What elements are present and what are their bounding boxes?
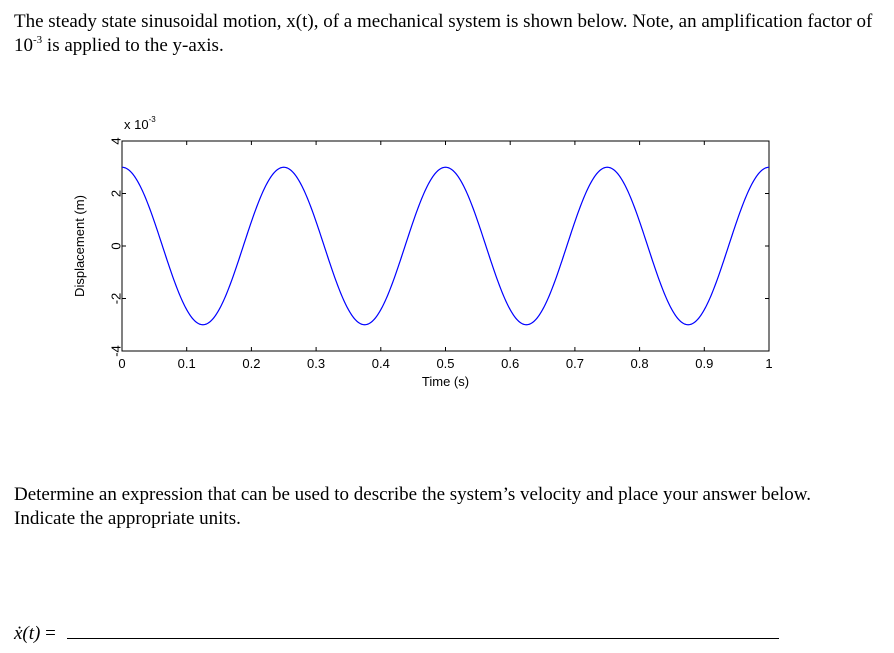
y-axis-label: Displacement (m)	[72, 195, 87, 297]
chart-axes	[121, 140, 770, 352]
y-scale-factor: x 10-3	[124, 115, 156, 132]
x-tick-label: 0.3	[307, 356, 325, 371]
problem-statement: The steady state sinusoidal motion, x(t)…	[14, 10, 884, 58]
intro-text: The steady state sinusoidal motion, x(t)…	[14, 11, 873, 56]
x-tick-label: 0.4	[372, 356, 390, 371]
chart-ticks	[121, 140, 770, 352]
x-tick-label: 0.5	[436, 356, 454, 371]
y-tick-label: 4	[108, 137, 123, 144]
x-tick-label: 1	[765, 356, 772, 371]
x-tick-label: 0.8	[631, 356, 649, 371]
x-tick-label: 0.9	[695, 356, 713, 371]
chart-tick-labels: 0 0.1 0.2 0.3 0.4 0.5 0.6 0.7 0.8 0.9 1 -4 -2 0 2 4	[108, 137, 772, 371]
series-line	[121, 166, 770, 326]
plot-frame	[121, 140, 770, 352]
intro-text-end: is applied to the y-axis.	[42, 35, 224, 56]
x-tick-label: 0	[118, 356, 125, 371]
answer-blank-line[interactable]	[66, 620, 779, 639]
intro-exponent: -3	[33, 33, 43, 46]
x-tick-label: 0.7	[566, 356, 584, 371]
y-scale-exponent: -3	[149, 115, 157, 124]
question-text: Determine an expression that can be used…	[14, 484, 812, 529]
y-tick-label: 0	[108, 242, 123, 249]
y-tick-label: -2	[108, 293, 123, 305]
velocity-symbol: ẋ(t)	[14, 623, 41, 644]
displacement-chart: 0 0.1 0.2 0.3 0.4 0.5 0.6 0.7 0.8 0.9 1 -4 -2 0 2 4 x 1…	[72, 115, 773, 389]
x-axis-label: Time (s)	[422, 374, 469, 389]
equals-sign: =	[45, 623, 56, 644]
x-tick-label: 0.6	[501, 356, 519, 371]
y-tick-label: 2	[108, 190, 123, 197]
y-scale-base: x 10	[124, 117, 149, 132]
answer-row: ẋ(t) =	[14, 620, 779, 645]
x-tick-label: 0.1	[178, 356, 196, 371]
x-tick-label: 0.2	[242, 356, 260, 371]
y-tick-label: -4	[108, 345, 123, 357]
